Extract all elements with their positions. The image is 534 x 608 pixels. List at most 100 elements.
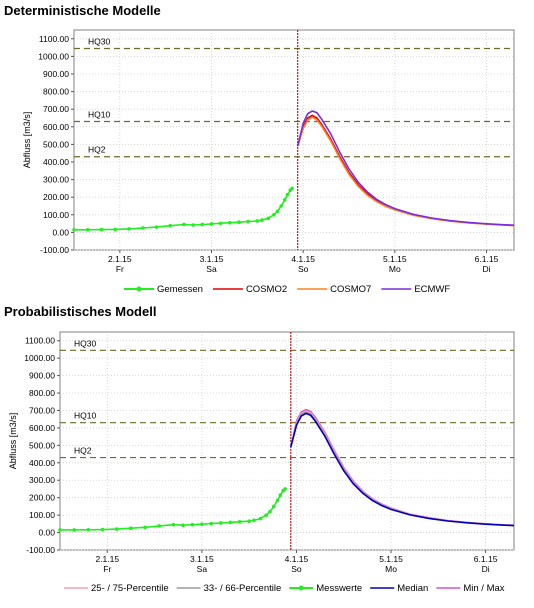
deterministic-chart: -100.00 0.00 100.00 200.00 300.00 400.00 500.0… [0, 24, 534, 306]
y-tick-label: 500.00 [29, 440, 55, 450]
data-point-gemessen [228, 220, 232, 225]
y-tick-label: 900.00 [43, 69, 69, 79]
y-axis-label: Abfluss [m3/s] [22, 112, 32, 169]
data-point-messwerte [283, 487, 287, 491]
y-tick-label: 1100.00 [25, 336, 55, 346]
y-tick-label: 0.00 [52, 227, 69, 237]
x-tick-label-date: 6.1.15 [474, 554, 498, 564]
data-point-gemessen [246, 219, 250, 224]
data-point-messwerte [171, 522, 176, 527]
x-tick-label-date: 4.1.15 [291, 254, 315, 264]
y-tick-label: 1100.00 [39, 34, 69, 44]
legend-item-ecmwf: ECMWF [381, 284, 450, 295]
data-point-messwerte [100, 527, 105, 532]
data-point-gemessen [255, 219, 260, 223]
probabilistic-chart: -100.00 0.00 100.00 200.00 300.00 400.00 500.0… [0, 324, 534, 608]
y-tick-label: 0.00 [38, 528, 55, 538]
threshold-label-hq2: HQ2 [74, 446, 92, 456]
y-tick-label: 400.00 [29, 458, 55, 468]
y-tick-label: 700.00 [29, 405, 55, 415]
data-point-messwerte [278, 493, 283, 497]
y-tick-label: 100.00 [43, 210, 69, 220]
legend-label: COSMO2 [246, 284, 287, 295]
data-point-messwerte [143, 525, 147, 530]
legend-item-25-75-percentile: 25- / 75-Percentile [64, 583, 169, 594]
legend-item-cosmo7: COSMO7 [297, 284, 371, 295]
legend-label: Messwerte [316, 583, 362, 594]
x-tick-label-date: 4.1.15 [285, 554, 309, 564]
legend-item-messwerte: Messwerte [289, 583, 362, 594]
data-point-gemessen [99, 227, 104, 232]
data-point-messwerte [247, 519, 251, 524]
x-tick-label-day: So [298, 264, 309, 274]
data-point-gemessen [113, 227, 118, 232]
legend-label: COSMO7 [330, 284, 371, 295]
x-tick-label-day: Fr [103, 564, 111, 574]
data-point-messwerte [275, 498, 280, 503]
legend-label: ECMWF [414, 284, 450, 295]
data-point-messwerte [86, 527, 91, 532]
data-point-messwerte [258, 516, 263, 521]
x-tick-label-date: 3.1.15 [200, 254, 224, 264]
threshold-label-hq10: HQ10 [74, 411, 96, 421]
data-point-messwerte [218, 521, 223, 525]
deterministic-chart-svg: -100.00 0.00 100.00 200.00 300.00 400.00 500.0… [22, 29, 515, 295]
y-tick-label: 200.00 [29, 493, 55, 503]
data-point-gemessen [275, 209, 280, 214]
data-point-gemessen [272, 213, 276, 217]
data-point-messwerte [264, 513, 268, 517]
y-tick-label: 100.00 [29, 510, 55, 520]
legend-item-cosmo2: COSMO2 [212, 284, 287, 295]
data-point-messwerte [268, 509, 272, 514]
threshold-label-hq10: HQ10 [88, 110, 110, 120]
series-line-median [290, 412, 515, 527]
y-tick-label: 700.00 [43, 104, 69, 114]
data-point-messwerte [114, 527, 119, 531]
y-tick-label: -100.00 [40, 245, 69, 255]
data-point-messwerte [190, 522, 195, 527]
data-point-messwerte [271, 504, 276, 509]
y-tick-label: 600.00 [43, 122, 69, 132]
y-tick-label: 1000.00 [24, 353, 55, 363]
legend-label: 33- / 66-Percentile [204, 583, 282, 594]
threshold-label-hq30: HQ30 [74, 338, 96, 348]
chart-title-deterministic: Deterministische Modelle [4, 3, 161, 18]
data-point-gemessen [182, 222, 186, 227]
y-tick-label: 1000.00 [38, 51, 69, 61]
y-tick-label: 300.00 [29, 475, 55, 485]
data-point-gemessen [200, 222, 205, 227]
data-point-messwerte [228, 520, 233, 525]
threshold-label-hq2: HQ2 [88, 145, 106, 155]
y-tick-label: 800.00 [29, 388, 55, 398]
probabilistic-chart-svg: -100.00 0.00 100.00 200.00 300.00 400.00 500.0… [8, 331, 515, 594]
y-tick-label: 600.00 [29, 423, 55, 433]
data-point-gemessen [290, 186, 294, 191]
legend-marker [136, 286, 142, 292]
x-tick-label-day: Mo [385, 564, 397, 574]
x-tick-label-day: So [291, 564, 302, 574]
data-point-messwerte [209, 521, 214, 526]
x-tick-label-day: Fr [116, 264, 124, 274]
legend-label: Min / Max [463, 583, 504, 594]
y-tick-label: 400.00 [43, 157, 69, 167]
legend-item-gemessen: Gemessen [124, 284, 203, 295]
chart-title-probabilistic: Probabilistisches Modell [4, 304, 157, 319]
x-tick-label-day: Di [482, 264, 490, 274]
y-tick-label: 500.00 [43, 139, 69, 149]
data-point-messwerte [200, 522, 204, 526]
x-tick-label-day: Sa [206, 264, 217, 274]
legend-label: Median [397, 583, 428, 594]
x-tick-label-date: 6.1.15 [475, 254, 499, 264]
legend-label: 25- / 75-Percentile [91, 583, 169, 594]
y-tick-label: 800.00 [43, 87, 69, 97]
data-point-messwerte [181, 523, 185, 528]
data-point-gemessen [127, 227, 131, 231]
series-line-ecmwf [296, 110, 515, 226]
x-tick-label-date: 5.1.15 [379, 554, 403, 564]
data-point-gemessen [218, 221, 223, 226]
data-point-gemessen [85, 227, 90, 232]
legend-label: Gemessen [157, 284, 203, 295]
data-point-gemessen [260, 218, 264, 222]
data-point-gemessen [285, 192, 290, 197]
x-tick-label-date: 3.1.15 [190, 554, 214, 564]
